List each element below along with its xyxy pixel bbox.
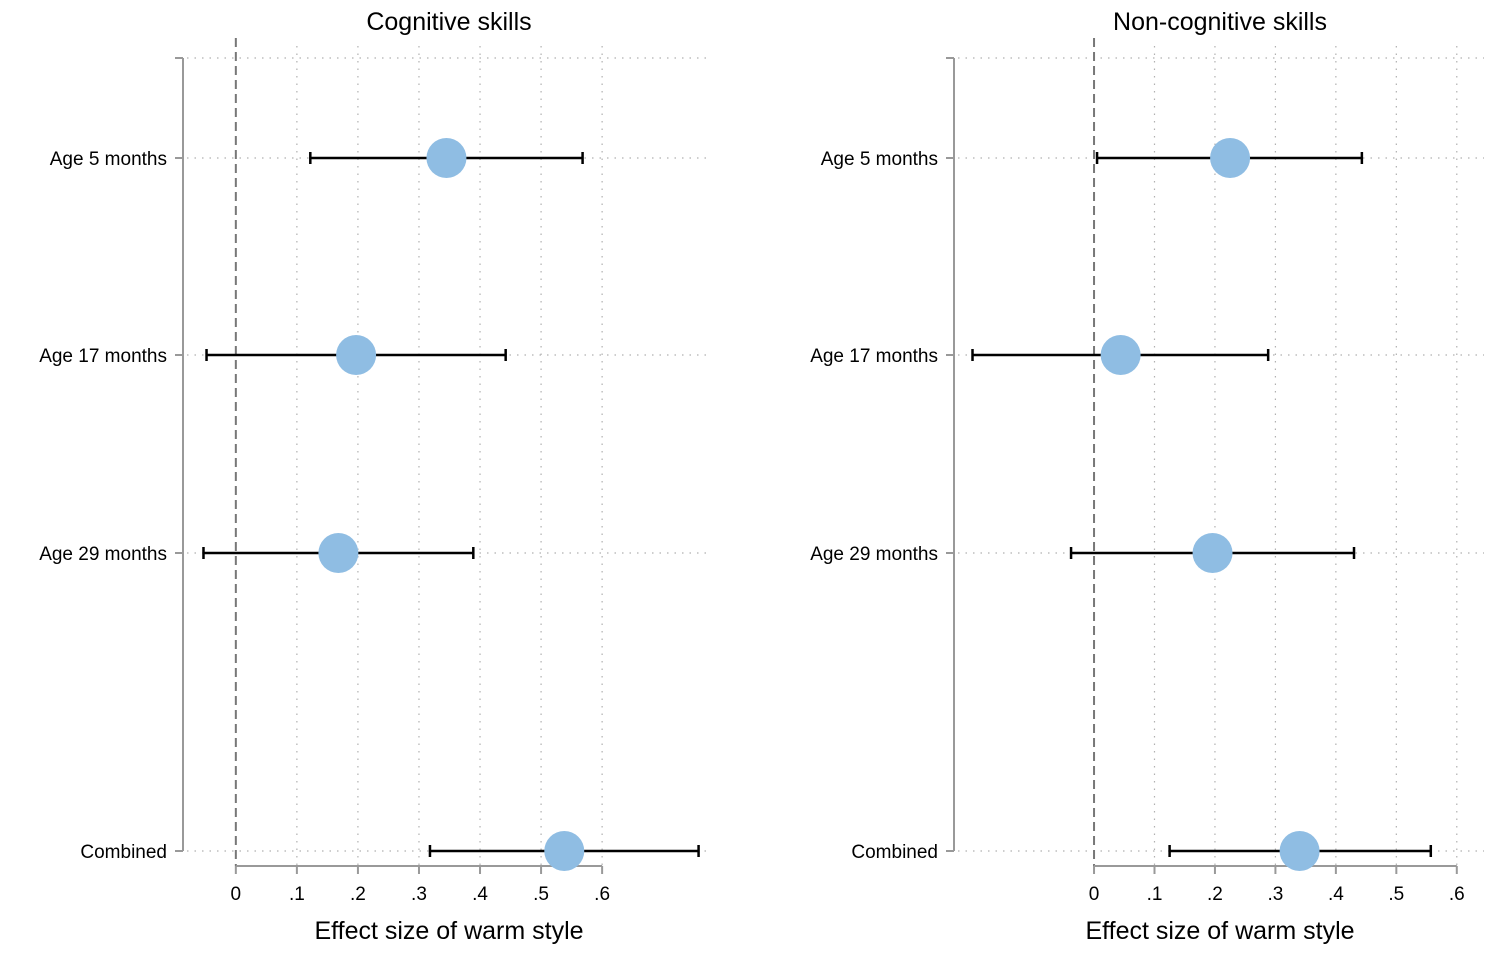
x-tick-label: .3	[411, 884, 427, 905]
x-tick-label: .5	[1388, 884, 1404, 905]
y-tick-label: Age 29 months	[39, 544, 167, 565]
chart-title: Cognitive skills	[366, 8, 531, 36]
y-tick-label: Age 17 months	[810, 346, 938, 367]
y-tick-label: Age 5 months	[821, 149, 938, 170]
point-estimate-marker	[1192, 533, 1233, 573]
x-tick-label: .6	[594, 884, 610, 905]
x-tick-label: .3	[1267, 884, 1283, 905]
y-tick-label: Age 5 months	[50, 149, 167, 170]
point-estimate-marker	[318, 533, 359, 573]
point-estimate-marker	[1210, 138, 1251, 178]
point-estimate-marker	[426, 138, 467, 178]
y-tick-label: Combined	[80, 842, 167, 863]
x-tick-label: 0	[231, 884, 242, 905]
x-tick-label: .6	[1449, 884, 1465, 905]
panel-non-cognitive-skills: Non-cognitive skills Age 5 months Age 17 m…	[810, 8, 1484, 945]
y-tick-label: Age 17 months	[39, 346, 167, 367]
x-tick-label: .1	[289, 884, 305, 905]
panel-cognitive-skills: Cognitive skills Age 5 months Age 17 month…	[39, 8, 712, 945]
x-tick-label: .1	[1147, 884, 1163, 905]
x-tick-label: .2	[350, 884, 366, 905]
x-tick-label: .5	[533, 884, 549, 905]
x-tick-label: .4	[1328, 884, 1344, 905]
x-tick-label: 0	[1089, 884, 1100, 905]
x-tick-label: .2	[1207, 884, 1223, 905]
point-estimate-marker	[1279, 831, 1320, 871]
chart-title: Non-cognitive skills	[1113, 8, 1327, 36]
x-axis-label: Effect size of warm style	[1085, 917, 1354, 945]
x-axis-label: Effect size of warm style	[314, 917, 583, 945]
y-tick-label: Combined	[851, 842, 938, 863]
point-estimate-marker	[1100, 335, 1141, 375]
y-tick-label: Age 29 months	[810, 544, 938, 565]
x-tick-label: .4	[472, 884, 488, 905]
point-estimate-marker	[336, 335, 377, 375]
point-estimate-marker	[544, 831, 585, 871]
